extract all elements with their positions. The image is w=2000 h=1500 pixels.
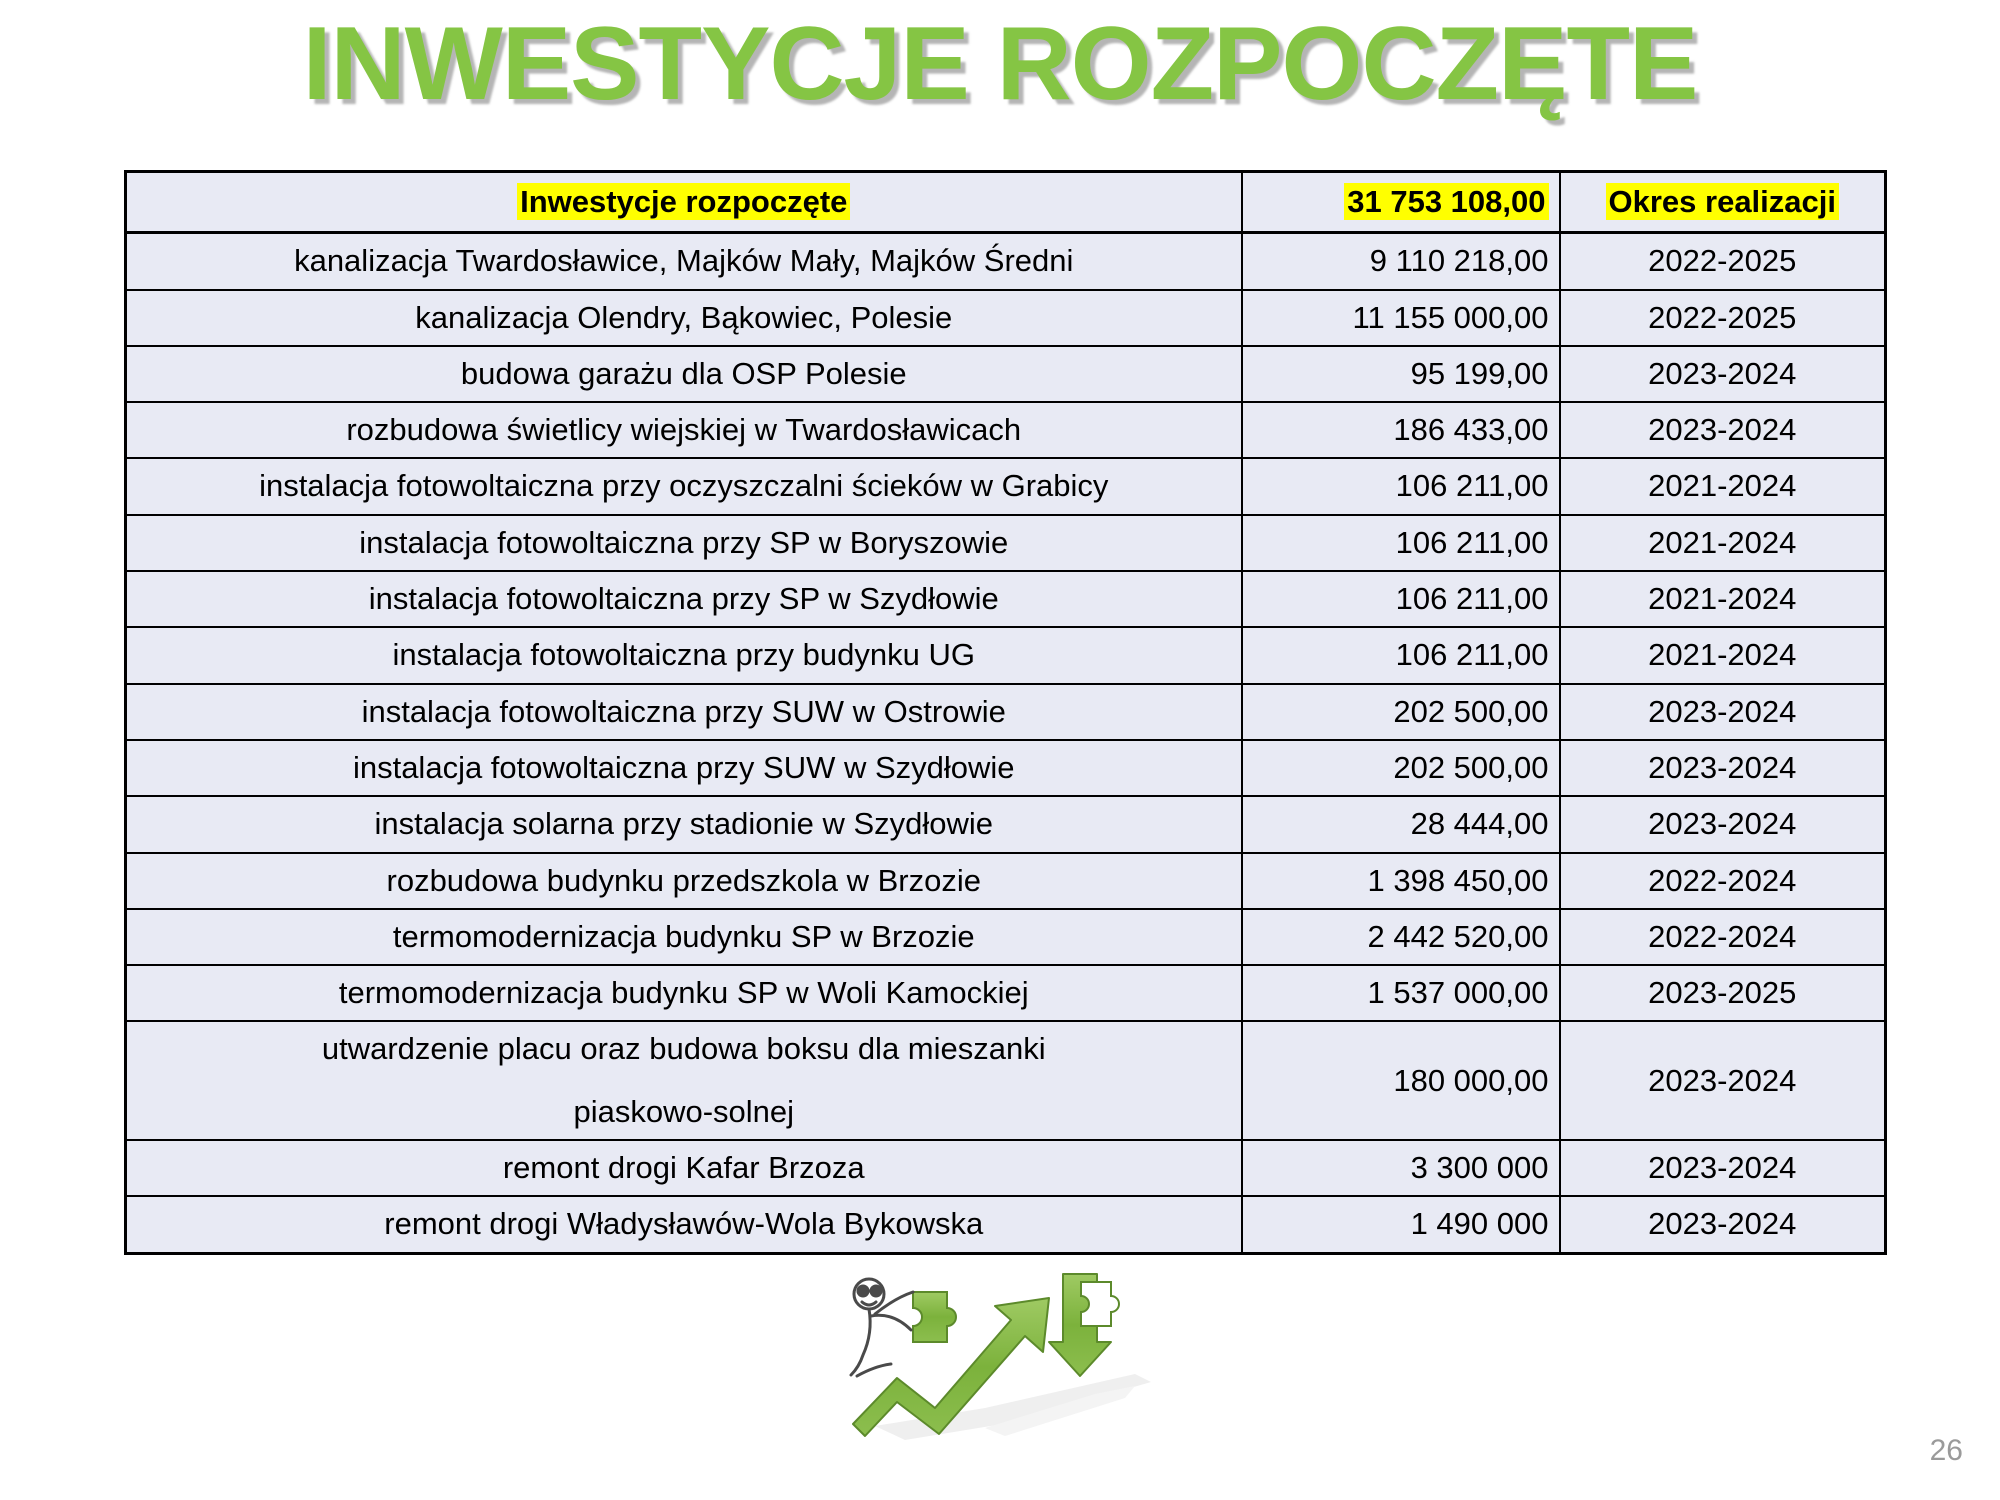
cell-name: rozbudowa świetlicy wiejskiej w Twardosł… [124, 401, 1243, 460]
cell-value: 106 211,00 [1240, 570, 1561, 629]
table-row: kanalizacja Twardosławice, Majków Mały, … [124, 231, 1887, 291]
cell-name: budowa garażu dla OSP Polesie [124, 344, 1243, 404]
cell-value: 3 300 000 [1240, 1139, 1561, 1198]
table-row: termomodernizacja budynku SP w Brzozie 2… [124, 907, 1887, 967]
cell-value: 186 433,00 [1240, 401, 1561, 460]
cell-value: 106 211,00 [1240, 626, 1561, 685]
cell-term: 2021-2024 [1558, 626, 1887, 685]
page-title: INWESTYCJE ROZPOCZĘTE [302, 6, 1699, 122]
cell-name-line-2: piaskowo-solnej [573, 1093, 795, 1129]
stick-figure-puzzle-arrow-icon [835, 1258, 1175, 1458]
cell-name: kanalizacja Olendry, Bąkowiec, Polesie [124, 288, 1243, 347]
table-row: termomodernizacja budynku SP w Woli Kamo… [124, 964, 1887, 1023]
cell-term: 2023-2024 [1558, 401, 1887, 460]
cell-value: 1 537 000,00 [1240, 964, 1561, 1023]
table-body: kanalizacja Twardosławice, Majków Mały, … [124, 231, 1887, 1255]
column-header-term: Okres realizacji [1558, 170, 1887, 235]
cell-name: instalacja solarna przy stadionie w Szyd… [124, 795, 1243, 854]
cell-value: 11 155 000,00 [1240, 288, 1561, 347]
table-row: rozbudowa budynku przedszkola w Brzozie … [124, 851, 1887, 910]
table-row: instalacja fotowoltaiczna przy budynku U… [124, 626, 1887, 685]
column-header-name: Inwestycje rozpoczęte [124, 170, 1243, 235]
cell-term: 2023-2024 [1558, 795, 1887, 854]
table-row: instalacja fotowoltaiczna przy SUW w Szy… [124, 738, 1887, 798]
table-row: remont drogi Kafar Brzoza 3 300 000 2023… [124, 1139, 1887, 1198]
cell-term: 2022-2024 [1558, 851, 1887, 910]
cell-name: termomodernizacja budynku SP w Woli Kamo… [124, 964, 1243, 1023]
column-header-total-value-label: 31 753 108,00 [1344, 183, 1549, 220]
cell-name: instalacja fotowoltaiczna przy SUW w Ost… [124, 682, 1243, 741]
cell-term: 2023-2024 [1558, 1020, 1887, 1142]
cell-term: 2021-2024 [1558, 457, 1887, 516]
table-header-row: Inwestycje rozpoczęte 31 753 108,00 Okre… [124, 170, 1887, 235]
cell-value: 2 442 520,00 [1240, 907, 1561, 967]
cell-term: 2021-2024 [1558, 513, 1887, 573]
cell-name: kanalizacja Twardosławice, Majków Mały, … [124, 231, 1243, 291]
table-row: instalacja fotowoltaiczna przy SP w Szyd… [124, 570, 1887, 629]
cell-value: 95 199,00 [1240, 344, 1561, 404]
cell-term: 2023-2024 [1558, 682, 1887, 741]
table-row: instalacja fotowoltaiczna przy oczyszcza… [124, 457, 1887, 516]
cell-term: 2023-2024 [1558, 738, 1887, 798]
investments-table-container: Inwestycje rozpoczęte 31 753 108,00 Okre… [124, 170, 1887, 1255]
table-row: remont drogi Władysławów-Wola Bykowska 1… [124, 1195, 1887, 1255]
cell-value: 106 211,00 [1240, 457, 1561, 516]
cell-value: 28 444,00 [1240, 795, 1561, 854]
cell-term: 2022-2025 [1558, 231, 1887, 291]
cell-term: 2021-2024 [1558, 570, 1887, 629]
cell-name: instalacja fotowoltaiczna przy budynku U… [124, 626, 1243, 685]
cell-term: 2023-2024 [1558, 1195, 1887, 1255]
cell-value: 180 000,00 [1240, 1020, 1561, 1142]
cell-name: instalacja fotowoltaiczna przy oczyszcza… [124, 457, 1243, 516]
cell-name: remont drogi Władysławów-Wola Bykowska [124, 1195, 1243, 1255]
cell-value: 106 211,00 [1240, 513, 1561, 573]
table-row: budowa garażu dla OSP Polesie 95 199,00 … [124, 344, 1887, 404]
cell-name: rozbudowa budynku przedszkola w Brzozie [124, 851, 1243, 910]
cell-name-line-1: utwardzenie placu oraz budowa boksu dla … [321, 1031, 1046, 1067]
cell-value: 9 110 218,00 [1240, 231, 1561, 291]
table-row: instalacja fotowoltaiczna przy SUW w Ost… [124, 682, 1887, 741]
cell-name: termomodernizacja budynku SP w Brzozie [124, 907, 1243, 967]
cell-name: remont drogi Kafar Brzoza [124, 1139, 1243, 1198]
cell-name: instalacja fotowoltaiczna przy SP w Szyd… [124, 570, 1243, 629]
cell-term: 2023-2024 [1558, 344, 1887, 404]
column-header-term-label: Okres realizacji [1605, 183, 1839, 220]
cell-term: 2022-2025 [1558, 288, 1887, 347]
cell-name: instalacja fotowoltaiczna przy SUW w Szy… [124, 738, 1243, 798]
cell-name: utwardzenie placu oraz budowa boksu dla … [124, 1020, 1243, 1142]
cell-value: 1 398 450,00 [1240, 851, 1561, 910]
investments-table: Inwestycje rozpoczęte 31 753 108,00 Okre… [124, 170, 1887, 1255]
cell-term: 2022-2024 [1558, 907, 1887, 967]
column-header-total-value: 31 753 108,00 [1240, 170, 1561, 235]
cell-value: 202 500,00 [1240, 738, 1561, 798]
cell-name: instalacja fotowoltaiczna przy SP w Bory… [124, 513, 1243, 573]
page-number: 26 [1929, 1434, 1963, 1467]
cell-term: 2023-2025 [1558, 964, 1887, 1023]
table-row: instalacja fotowoltaiczna przy SP w Bory… [124, 513, 1887, 573]
table-row: instalacja solarna przy stadionie w Szyd… [124, 795, 1887, 854]
table-row: kanalizacja Olendry, Bąkowiec, Polesie 1… [124, 288, 1887, 347]
cell-value: 202 500,00 [1240, 682, 1561, 741]
table-row: rozbudowa świetlicy wiejskiej w Twardosł… [124, 401, 1887, 460]
cell-value: 1 490 000 [1240, 1195, 1561, 1255]
column-header-name-label: Inwestycje rozpoczęte [517, 183, 851, 220]
cell-term: 2023-2024 [1558, 1139, 1887, 1198]
table-row: utwardzenie placu oraz budowa boksu dla … [124, 1020, 1887, 1142]
